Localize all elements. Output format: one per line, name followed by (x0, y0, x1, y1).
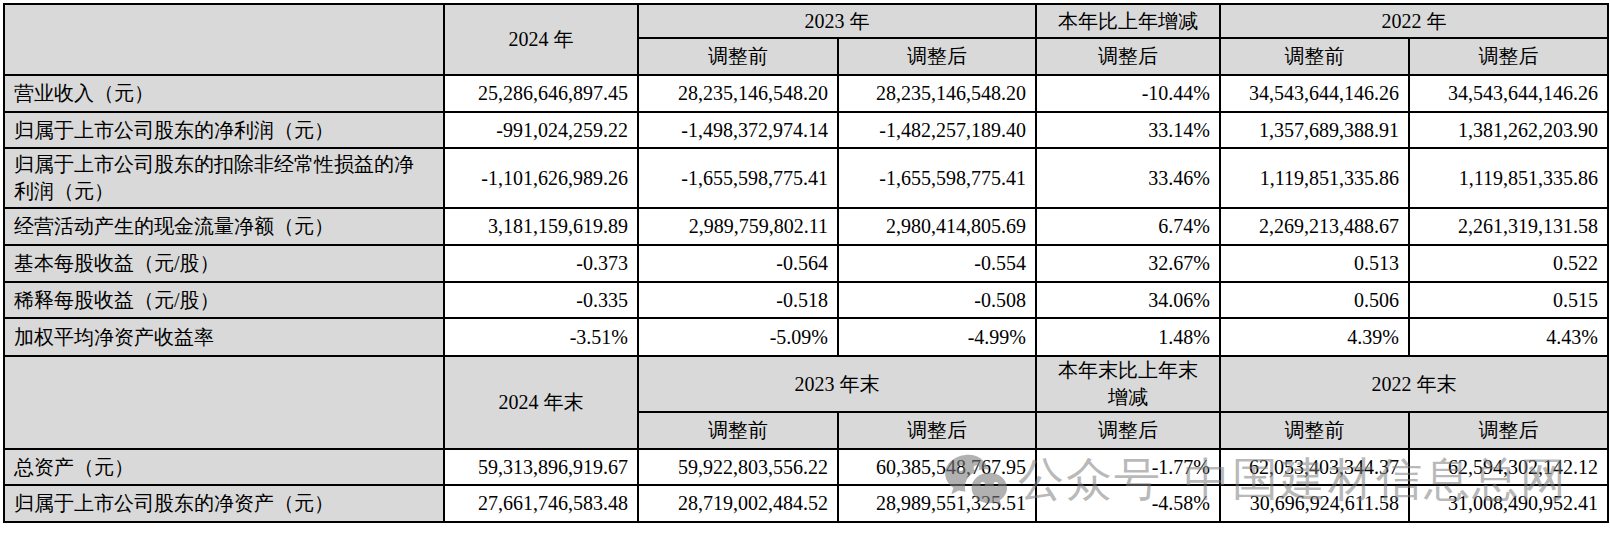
cell-2022-post: 31,008,490,952.41 (1409, 485, 1608, 522)
header-yearend-change: 本年末比上年末增减 (1036, 356, 1220, 412)
header-2022-yearend-adjust-pre: 调整前 (1220, 412, 1409, 449)
cell-2022-post: 4.43% (1409, 318, 1608, 356)
cell-2022-pre: 30,696,924,611.58 (1220, 485, 1409, 522)
cell-2023-post: -1,482,257,189.40 (838, 112, 1036, 148)
cell-2022-post: 2,261,319,131.58 (1409, 208, 1608, 245)
header-2022-yearend: 2022 年末 (1220, 356, 1608, 412)
header-2024-yearend: 2024 年末 (444, 356, 638, 449)
row-label: 加权平均净资产收益率 (4, 318, 444, 356)
cell-change: -1.77% (1036, 449, 1220, 485)
cell-2022-post: 0.522 (1409, 245, 1608, 282)
table-row-basic-eps: 基本每股收益（元/股） -0.373 -0.564 -0.554 32.67% … (4, 245, 1608, 282)
table-row-diluted-eps: 稀释每股收益（元/股） -0.335 -0.518 -0.508 34.06% … (4, 282, 1608, 318)
table-row-net-assets: 归属于上市公司股东的净资产（元） 27,661,746,583.48 28,71… (4, 485, 1608, 522)
table-row-revenue: 营业收入（元） 25,286,646,897.45 28,235,146,548… (4, 75, 1608, 112)
header-2022-adjust-pre: 调整前 (1220, 38, 1409, 75)
header-change-adjust-post: 调整后 (1036, 38, 1220, 75)
cell-2024: 3,181,159,619.89 (444, 208, 638, 245)
cell-2022-pre: 0.513 (1220, 245, 1409, 282)
row-label: 经营活动产生的现金流量净额（元） (4, 208, 444, 245)
cell-2022-post: 1,381,262,203.90 (1409, 112, 1608, 148)
cell-2023-post: 2,980,414,805.69 (838, 208, 1036, 245)
cell-change: -4.58% (1036, 485, 1220, 522)
header-2022: 2022 年 (1220, 4, 1608, 38)
row-label: 归属于上市公司股东的净资产（元） (4, 485, 444, 522)
corner-cell-annual (4, 4, 444, 75)
row-label: 总资产（元） (4, 449, 444, 485)
cell-change: 33.14% (1036, 112, 1220, 148)
cell-2024: -0.373 (444, 245, 638, 282)
cell-change: -10.44% (1036, 75, 1220, 112)
header-2023-yearend: 2023 年末 (638, 356, 1036, 412)
cell-2023-post: 60,385,548,767.95 (838, 449, 1036, 485)
header-2023-adjust-post: 调整后 (838, 38, 1036, 75)
cell-2022-pre: 2,269,213,488.67 (1220, 208, 1409, 245)
cell-2023-pre: -5.09% (638, 318, 838, 356)
cell-2024: 25,286,646,897.45 (444, 75, 638, 112)
cell-2024: 27,661,746,583.48 (444, 485, 638, 522)
financial-summary-table: 2024 年 2023 年 本年比上年增减 2022 年 调整前 调整后 调整后… (3, 3, 1609, 523)
table-row-net-profit: 归属于上市公司股东的净利润（元） -991,024,259.22 -1,498,… (4, 112, 1608, 148)
header-2023-yearend-adjust-post: 调整后 (838, 412, 1036, 449)
table-row-operating-cash-flow: 经营活动产生的现金流量净额（元） 3,181,159,619.89 2,989,… (4, 208, 1608, 245)
header-2023-adjust-pre: 调整前 (638, 38, 838, 75)
header-yoy-change: 本年比上年增减 (1036, 4, 1220, 38)
cell-2023-pre: -0.518 (638, 282, 838, 318)
cell-2023-post: 28,235,146,548.20 (838, 75, 1036, 112)
cell-2023-pre: 59,922,803,556.22 (638, 449, 838, 485)
table-row-net-profit-excl-nonrecurring: 归属于上市公司股东的扣除非经常性损益的净利润（元） -1,101,626,989… (4, 148, 1608, 208)
cell-2022-pre: 34,543,644,146.26 (1220, 75, 1409, 112)
row-label: 归属于上市公司股东的扣除非经常性损益的净利润（元） (4, 148, 444, 208)
table-row: 2024 年末 2023 年末 本年末比上年末增减 2022 年末 (4, 356, 1608, 412)
cell-2023-pre: 28,719,002,484.52 (638, 485, 838, 522)
header-2022-adjust-post: 调整后 (1409, 38, 1608, 75)
cell-2024: -3.51% (444, 318, 638, 356)
cell-2023-pre: 28,235,146,548.20 (638, 75, 838, 112)
cell-2022-pre: 0.506 (1220, 282, 1409, 318)
cell-2022-post: 62,594,302,142.12 (1409, 449, 1608, 485)
corner-cell-yearend (4, 356, 444, 449)
header-2023-yearend-adjust-pre: 调整前 (638, 412, 838, 449)
cell-2022-pre: 1,357,689,388.91 (1220, 112, 1409, 148)
cell-change: 32.67% (1036, 245, 1220, 282)
cell-2023-post: -4.99% (838, 318, 1036, 356)
row-label: 营业收入（元） (4, 75, 444, 112)
cell-2024: -1,101,626,989.26 (444, 148, 638, 208)
cell-2022-pre: 4.39% (1220, 318, 1409, 356)
cell-2023-pre: -1,655,598,775.41 (638, 148, 838, 208)
cell-change: 34.06% (1036, 282, 1220, 318)
table-row: 2024 年 2023 年 本年比上年增减 2022 年 (4, 4, 1608, 38)
cell-2023-pre: -0.564 (638, 245, 838, 282)
cell-2023-pre: 2,989,759,802.11 (638, 208, 838, 245)
cell-2022-post: 0.515 (1409, 282, 1608, 318)
cell-change: 33.46% (1036, 148, 1220, 208)
cell-2023-pre: -1,498,372,974.14 (638, 112, 838, 148)
row-label: 稀释每股收益（元/股） (4, 282, 444, 318)
cell-2022-pre: 1,119,851,335.86 (1220, 148, 1409, 208)
header-2023: 2023 年 (638, 4, 1036, 38)
cell-2023-post: -0.554 (838, 245, 1036, 282)
header-yearend-change-adjust-post: 调整后 (1036, 412, 1220, 449)
cell-2022-post: 34,543,644,146.26 (1409, 75, 1608, 112)
cell-change: 6.74% (1036, 208, 1220, 245)
row-label: 基本每股收益（元/股） (4, 245, 444, 282)
cell-change: 1.48% (1036, 318, 1220, 356)
cell-2024: -991,024,259.22 (444, 112, 638, 148)
header-2024: 2024 年 (444, 4, 638, 75)
table-row-total-assets: 总资产（元） 59,313,896,919.67 59,922,803,556.… (4, 449, 1608, 485)
cell-2023-post: -1,655,598,775.41 (838, 148, 1036, 208)
header-2022-yearend-adjust-post: 调整后 (1409, 412, 1608, 449)
cell-2022-post: 1,119,851,335.86 (1409, 148, 1608, 208)
cell-2023-post: 28,989,551,325.51 (838, 485, 1036, 522)
cell-2024: -0.335 (444, 282, 638, 318)
cell-2024: 59,313,896,919.67 (444, 449, 638, 485)
cell-2023-post: -0.508 (838, 282, 1036, 318)
row-label: 归属于上市公司股东的净利润（元） (4, 112, 444, 148)
table-row-weighted-avg-roe: 加权平均净资产收益率 -3.51% -5.09% -4.99% 1.48% 4.… (4, 318, 1608, 356)
cell-2022-pre: 62,053,403,344.37 (1220, 449, 1409, 485)
